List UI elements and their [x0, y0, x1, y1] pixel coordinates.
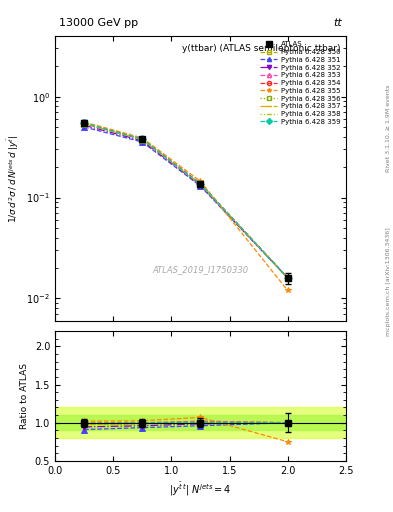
Text: tt: tt: [333, 18, 342, 28]
X-axis label: $|y^{\bar{t}\,{t}}|\; N^{jets} = 4$: $|y^{\bar{t}\,{t}}|\; N^{jets} = 4$: [169, 481, 231, 499]
Text: y(ttbar) (ATLAS semileptonic ttbar): y(ttbar) (ATLAS semileptonic ttbar): [182, 45, 340, 53]
Text: ATLAS_2019_I1750330: ATLAS_2019_I1750330: [152, 265, 248, 274]
Text: mcplots.cern.ch [arXiv:1306.3436]: mcplots.cern.ch [arXiv:1306.3436]: [386, 227, 391, 336]
Y-axis label: $1 / \sigma\, d^2\sigma\, /\, d\, N^{jets}\, d\, |y^{\bar{t}}|$: $1 / \sigma\, d^2\sigma\, /\, d\, N^{jet…: [5, 134, 21, 223]
Bar: [55, 408, 346, 438]
Bar: [55, 415, 346, 430]
Text: Rivet 3.1.10, ≥ 1.9M events: Rivet 3.1.10, ≥ 1.9M events: [386, 84, 391, 172]
Text: 13000 GeV pp: 13000 GeV pp: [59, 18, 138, 28]
Legend: ATLAS, Pythia 6.428 350, Pythia 6.428 351, Pythia 6.428 352, Pythia 6.428 353, P: ATLAS, Pythia 6.428 350, Pythia 6.428 35…: [258, 39, 342, 127]
Y-axis label: Ratio to ATLAS: Ratio to ATLAS: [20, 363, 29, 429]
